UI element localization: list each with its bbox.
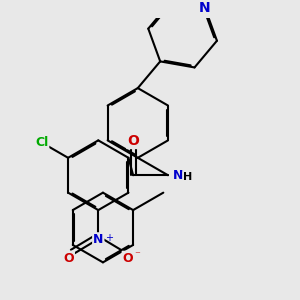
Text: N: N [93, 233, 104, 246]
Text: H: H [183, 172, 192, 182]
Text: ⁻: ⁻ [134, 250, 140, 260]
Text: O: O [123, 252, 133, 265]
Text: Cl: Cl [35, 136, 48, 148]
Text: O: O [63, 252, 74, 265]
Text: N: N [199, 1, 211, 15]
Text: O: O [127, 134, 139, 148]
Text: +: + [105, 233, 112, 243]
Text: N: N [173, 169, 184, 182]
